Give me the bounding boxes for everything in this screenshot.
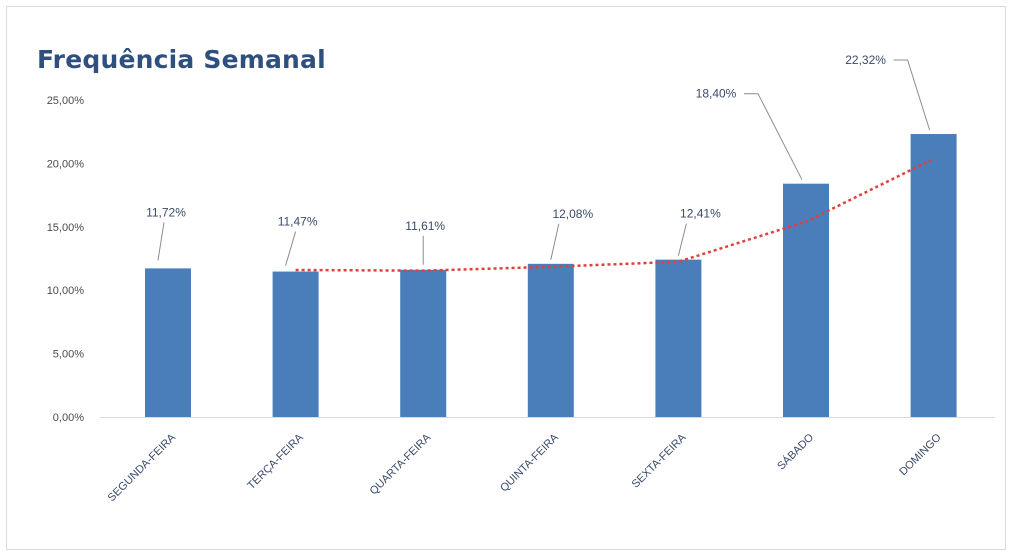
- category-label: QUARTA-FEIRA: [368, 431, 434, 497]
- bar: [145, 268, 191, 417]
- leader-line: [677, 223, 687, 256]
- data-label: 12,41%: [680, 207, 721, 221]
- leader-line: [550, 223, 560, 260]
- y-tick-label: 15,00%: [47, 222, 85, 234]
- category-label: SEXTA-FEIRA: [630, 431, 689, 490]
- bar: [400, 269, 447, 417]
- data-label: 11,72%: [146, 205, 186, 219]
- y-tick-label: 25,00%: [47, 95, 85, 107]
- y-tick-label: 10,00%: [47, 285, 85, 297]
- data-label: 11,47%: [278, 215, 318, 229]
- chart-title: Frequência Semanal: [37, 45, 326, 74]
- data-label: 22,32%: [845, 53, 886, 67]
- leader-line: [157, 222, 165, 261]
- leader-line: [744, 93, 803, 180]
- data-label: 12,08%: [552, 207, 593, 221]
- bar: [272, 271, 319, 417]
- leader-line: [285, 231, 297, 266]
- category-label: TERÇA-FEIRA: [245, 431, 306, 492]
- trendline: [295, 157, 935, 272]
- category-label: SÁBADO: [775, 431, 817, 473]
- bar: [655, 259, 702, 417]
- data-label: 11,61%: [405, 219, 445, 233]
- y-tick-label: 0,00%: [53, 412, 84, 424]
- y-tick-label: 20,00%: [47, 158, 85, 170]
- data-label: 18,40%: [696, 87, 737, 101]
- bar: [783, 183, 829, 417]
- category-label: DOMINGO: [897, 431, 944, 478]
- category-label: QUINTA-FEIRA: [498, 431, 561, 494]
- bar: [910, 133, 957, 417]
- category-label: SEGUNDA-FEIRA: [106, 431, 179, 504]
- leader-line: [893, 59, 931, 131]
- bar: [527, 263, 574, 417]
- y-tick-label: 5,00%: [53, 349, 84, 361]
